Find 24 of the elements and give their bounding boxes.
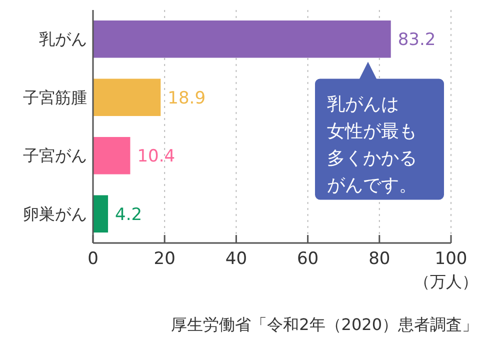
x-tick-label: 60 (296, 249, 319, 269)
y-tick-label: 乳がん (39, 30, 87, 49)
text: 厚生労働省「令和2年（2020）患者調査」 (171, 315, 478, 334)
x-tick-label: 100 (434, 249, 468, 269)
x-tick-label: 20 (154, 249, 176, 269)
y-tick-label: 卵巣がん (23, 204, 87, 224)
annotation: がんです。 (327, 174, 417, 196)
bar (93, 136, 130, 174)
annotation: 多くかかる (327, 148, 417, 169)
annotation: 女性が最も (327, 120, 417, 142)
bar (93, 78, 161, 116)
data-label: 4.2 (115, 204, 142, 225)
bar (93, 195, 108, 233)
bar (93, 20, 391, 58)
y-tick-label: 子宮筋腫 (23, 88, 87, 107)
annotation: 乳がんは (327, 94, 399, 115)
x-tick-label: 0 (88, 249, 98, 269)
x-tick-label: 80 (368, 249, 390, 269)
data-label: 18.9 (168, 88, 206, 108)
y-tick-label: 子宮がん (23, 146, 87, 166)
x-tick-label: 40 (225, 249, 248, 269)
data-label: 83.2 (398, 30, 436, 50)
data-label: 10.4 (137, 146, 176, 167)
x-axis-title: （万人） (414, 272, 478, 291)
